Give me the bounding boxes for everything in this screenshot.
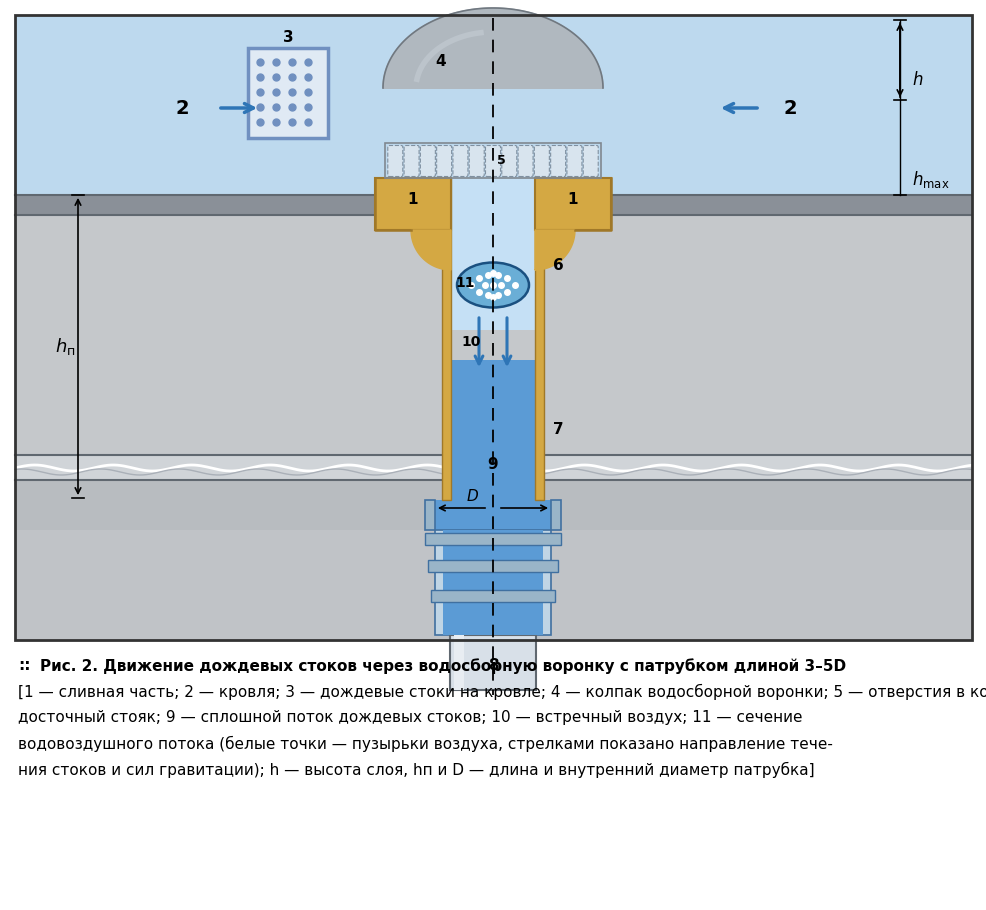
Text: 4: 4 <box>435 55 446 69</box>
FancyBboxPatch shape <box>468 146 484 177</box>
Text: досточный стояк; 9 — сплошной поток дождевых стоков; 10 — встречный воздух; 11 —: досточный стояк; 9 — сплошной поток дожд… <box>18 710 802 725</box>
FancyBboxPatch shape <box>518 146 532 177</box>
Polygon shape <box>410 230 451 270</box>
Text: ::: :: <box>18 658 31 673</box>
Bar <box>247 48 327 138</box>
Text: $h_{\mathrm{max}}$: $h_{\mathrm{max}}$ <box>911 169 949 190</box>
FancyBboxPatch shape <box>387 146 402 177</box>
Text: 5: 5 <box>496 154 505 167</box>
Bar <box>534 178 543 500</box>
Text: $h$: $h$ <box>911 71 923 89</box>
FancyBboxPatch shape <box>501 146 517 177</box>
Bar <box>431 590 554 602</box>
Bar <box>451 178 534 330</box>
Text: водовоздушного потока (белые точки — пузырьки воздуха, стрелками показано направ: водовоздушного потока (белые точки — пуз… <box>18 736 832 753</box>
Bar <box>385 143 600 178</box>
Bar <box>428 560 557 572</box>
FancyBboxPatch shape <box>485 146 500 177</box>
Text: $D$: $D$ <box>466 488 479 504</box>
Text: 10: 10 <box>460 335 480 349</box>
Polygon shape <box>534 230 575 270</box>
Text: 6: 6 <box>552 258 563 272</box>
Text: 1: 1 <box>407 193 418 207</box>
Text: $h_{\mathrm{п}}$: $h_{\mathrm{п}}$ <box>55 336 76 357</box>
FancyBboxPatch shape <box>436 146 452 177</box>
Text: [1 — сливная часть; 2 — кровля; 3 — дождевые стоки на кровле; 4 — колпак водосбо: [1 — сливная часть; 2 — кровля; 3 — дожд… <box>18 684 986 700</box>
Bar <box>385 143 600 178</box>
FancyBboxPatch shape <box>566 146 582 177</box>
Bar <box>425 533 560 545</box>
FancyBboxPatch shape <box>403 146 419 177</box>
FancyBboxPatch shape <box>420 146 435 177</box>
Text: 9: 9 <box>487 458 498 472</box>
Text: ния стоков и сил гравитации); h — высота слоя, hп и D — длина и внутренний диаме: ния стоков и сил гравитации); h — высота… <box>18 762 813 778</box>
Text: 2: 2 <box>175 98 188 117</box>
Text: 11: 11 <box>455 276 474 290</box>
Bar <box>375 178 451 230</box>
Text: 2: 2 <box>783 98 796 117</box>
Bar <box>454 635 463 690</box>
FancyBboxPatch shape <box>583 146 598 177</box>
Bar <box>451 360 534 500</box>
Bar <box>550 500 560 530</box>
Bar <box>442 178 451 500</box>
Polygon shape <box>383 8 602 88</box>
Text: 7: 7 <box>552 422 563 438</box>
FancyBboxPatch shape <box>533 146 549 177</box>
Bar <box>15 15 971 195</box>
FancyBboxPatch shape <box>550 146 565 177</box>
Text: 1: 1 <box>567 193 578 207</box>
Bar <box>15 215 971 455</box>
Bar <box>15 455 971 480</box>
FancyBboxPatch shape <box>453 146 467 177</box>
Bar <box>534 178 610 230</box>
Bar <box>425 500 435 530</box>
Text: 3: 3 <box>282 31 293 46</box>
Text: Рис. 2. Движение дождевых стоков через водосборную воронку с патрубком длиной 3–: Рис. 2. Движение дождевых стоков через в… <box>40 658 845 673</box>
Bar <box>15 530 971 640</box>
Bar <box>435 530 550 635</box>
Text: 8: 8 <box>487 658 498 672</box>
Bar <box>443 530 542 635</box>
Bar <box>15 195 971 215</box>
Bar <box>15 15 971 640</box>
Bar <box>450 635 535 690</box>
Bar <box>15 480 971 530</box>
Ellipse shape <box>457 262 528 308</box>
Bar <box>435 500 550 530</box>
